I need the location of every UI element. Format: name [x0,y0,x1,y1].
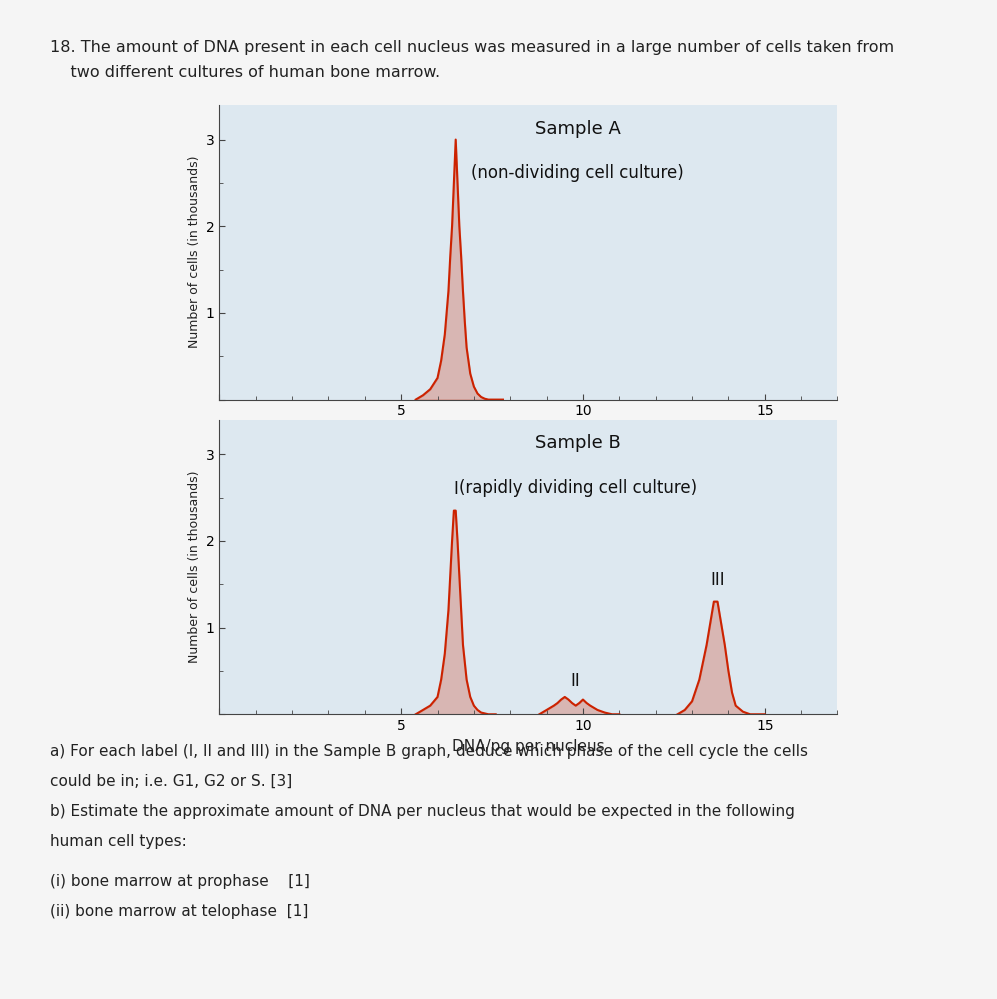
Text: II: II [571,672,580,690]
Text: Sample A: Sample A [535,120,621,138]
Text: 18. The amount of DNA present in each cell nucleus was measured in a large numbe: 18. The amount of DNA present in each ce… [50,40,894,55]
Text: b) Estimate the approximate amount of DNA per nucleus that would be expected in : b) Estimate the approximate amount of DN… [50,804,795,819]
X-axis label: DNA/pg per nucleus: DNA/pg per nucleus [452,738,605,753]
Text: (ii) bone marrow at telophase  [1]: (ii) bone marrow at telophase [1] [50,904,308,919]
Text: Sample B: Sample B [535,435,621,453]
Text: could be in; i.e. G1, G2 or S. [3]: could be in; i.e. G1, G2 or S. [3] [50,774,292,789]
Text: (i) bone marrow at prophase    [1]: (i) bone marrow at prophase [1] [50,874,310,889]
X-axis label: DNA/pg per nucleus: DNA/pg per nucleus [452,424,605,439]
Text: III: III [710,570,725,588]
Text: human cell types:: human cell types: [50,834,186,849]
Y-axis label: Number of cells (in thousands): Number of cells (in thousands) [188,156,201,349]
Text: a) For each label (I, II and III) in the Sample B graph, deduce which phase of t: a) For each label (I, II and III) in the… [50,744,808,759]
Text: two different cultures of human bone marrow.: two different cultures of human bone mar… [50,65,440,80]
Y-axis label: Number of cells (in thousands): Number of cells (in thousands) [188,471,201,663]
Text: (non-dividing cell culture): (non-dividing cell culture) [472,164,684,182]
Text: I: I [454,480,459,498]
Text: (rapidly dividing cell culture): (rapidly dividing cell culture) [459,479,697,497]
